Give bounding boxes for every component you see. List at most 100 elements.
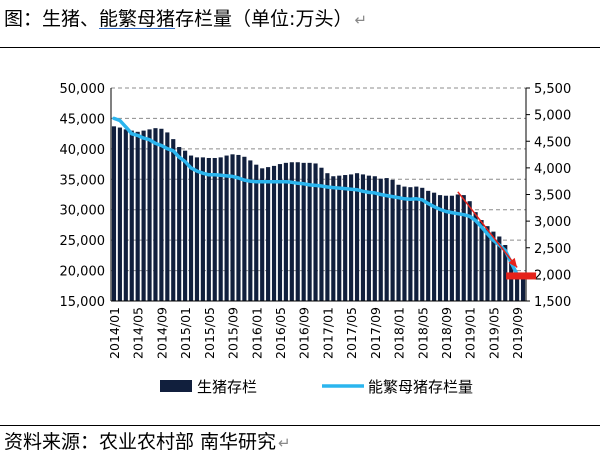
bar (503, 245, 508, 301)
bar (141, 130, 146, 301)
bar (319, 167, 324, 301)
bar (432, 192, 437, 301)
bar (396, 184, 401, 301)
bar (331, 176, 336, 301)
bar (171, 139, 176, 301)
y-right-tick-label: 3,000 (534, 215, 571, 230)
bar (408, 187, 413, 301)
highlight-marker (506, 272, 537, 280)
x-tick-label: 2018/01 (392, 307, 407, 359)
x-tick-label: 2016/09 (297, 307, 312, 359)
y-right-tick-label: 4,000 (534, 162, 571, 177)
bar (354, 173, 360, 301)
return-mark-icon: ↵ (354, 11, 368, 29)
x-tick-label: 2017/09 (368, 307, 383, 359)
bar (194, 157, 200, 301)
x-tick-label: 2019/09 (510, 307, 525, 359)
bar (295, 162, 300, 301)
figure-title-prefix: 图： (4, 8, 43, 30)
bar (378, 178, 383, 301)
bar (473, 212, 478, 301)
bar (188, 155, 194, 301)
hog-inventory-chart: 15,000 20,000 25,000 30,000 35,000 40,000 45,0… (60, 82, 572, 396)
bar (289, 162, 294, 301)
y-left-tick-label: 30,000 (60, 204, 106, 219)
bar (153, 128, 158, 301)
bar (117, 127, 122, 301)
y-left-tick-label: 25,000 (60, 234, 106, 249)
bar (230, 154, 235, 301)
y-left-tick-label: 15,000 (60, 295, 106, 310)
bar (129, 130, 134, 301)
series-line (112, 116, 525, 277)
bar (437, 195, 443, 301)
x-tick-label: 2018/05 (415, 307, 430, 359)
bar (277, 164, 283, 301)
x-tick-label: 2014/05 (131, 307, 146, 359)
bar (218, 157, 223, 301)
bar (443, 195, 449, 301)
bar (461, 195, 466, 301)
legend-swatch-bars (160, 380, 192, 392)
y-right-tick-label: 2,500 (534, 242, 571, 257)
x-tick-label: 2014/01 (107, 307, 122, 359)
y-left-tick-label: 50,000 (60, 82, 106, 97)
bar (426, 190, 431, 301)
bar (485, 226, 490, 301)
x-tick-label: 2018/09 (439, 307, 454, 359)
bar (343, 175, 348, 301)
bar (414, 186, 419, 301)
bar (236, 154, 241, 301)
bar (515, 274, 520, 301)
bar (177, 147, 182, 301)
trend-arrow-head (508, 257, 518, 268)
x-tick-label: 2017/01 (320, 307, 335, 359)
bar (147, 129, 152, 301)
y-right-tick-label: 5,500 (534, 82, 571, 97)
y-right-tick-label: 5,000 (534, 109, 571, 124)
bar (183, 150, 188, 301)
bar (111, 126, 117, 301)
figure-title-underlined: 能繁母猪 (99, 8, 176, 30)
bar (301, 162, 306, 301)
y-right-tick-label: 2,000 (534, 268, 571, 283)
x-tick-label: 2016/05 (273, 307, 288, 359)
x-tick-label: 2015/09 (226, 307, 241, 359)
bar (509, 260, 514, 301)
bar (159, 128, 164, 301)
y-left-tick-label: 20,000 (60, 265, 106, 280)
bar (271, 165, 277, 301)
bar (313, 163, 318, 301)
bar (224, 155, 229, 301)
bar (206, 157, 211, 301)
x-tick-label: 2015/01 (178, 307, 193, 359)
x-tick-label: 2016/01 (249, 307, 264, 359)
bar (248, 160, 253, 301)
trend-arrow (457, 191, 518, 268)
y-left-tick-label: 45,000 (60, 112, 106, 127)
bar (520, 276, 526, 301)
bar (135, 131, 140, 301)
bottom-rule (0, 425, 600, 426)
bar (455, 194, 460, 301)
x-tick-label: 2019/05 (486, 307, 501, 359)
bar (283, 162, 288, 301)
bar (372, 176, 377, 301)
bar (307, 162, 312, 301)
figure-title-rest: 存栏量（单位:万头） (175, 8, 353, 30)
bar (366, 175, 371, 301)
figure-source-text: 资料来源：农业农村部 南华研究 (4, 431, 277, 453)
bar (384, 178, 389, 301)
figure-source: 资料来源：农业农村部 南华研究 ↵ (4, 429, 291, 456)
return-mark-icon: ↵ (278, 434, 291, 452)
bar (260, 168, 265, 301)
bar (123, 129, 128, 301)
bar (420, 187, 425, 301)
y-right-tick-label: 3,500 (534, 189, 571, 204)
bar (266, 167, 271, 301)
top-rule (0, 47, 600, 48)
y-left-tick-label: 35,000 (60, 173, 106, 188)
y-right-tick-label: 4,500 (534, 135, 571, 150)
bar (212, 157, 217, 301)
bar (390, 179, 395, 301)
